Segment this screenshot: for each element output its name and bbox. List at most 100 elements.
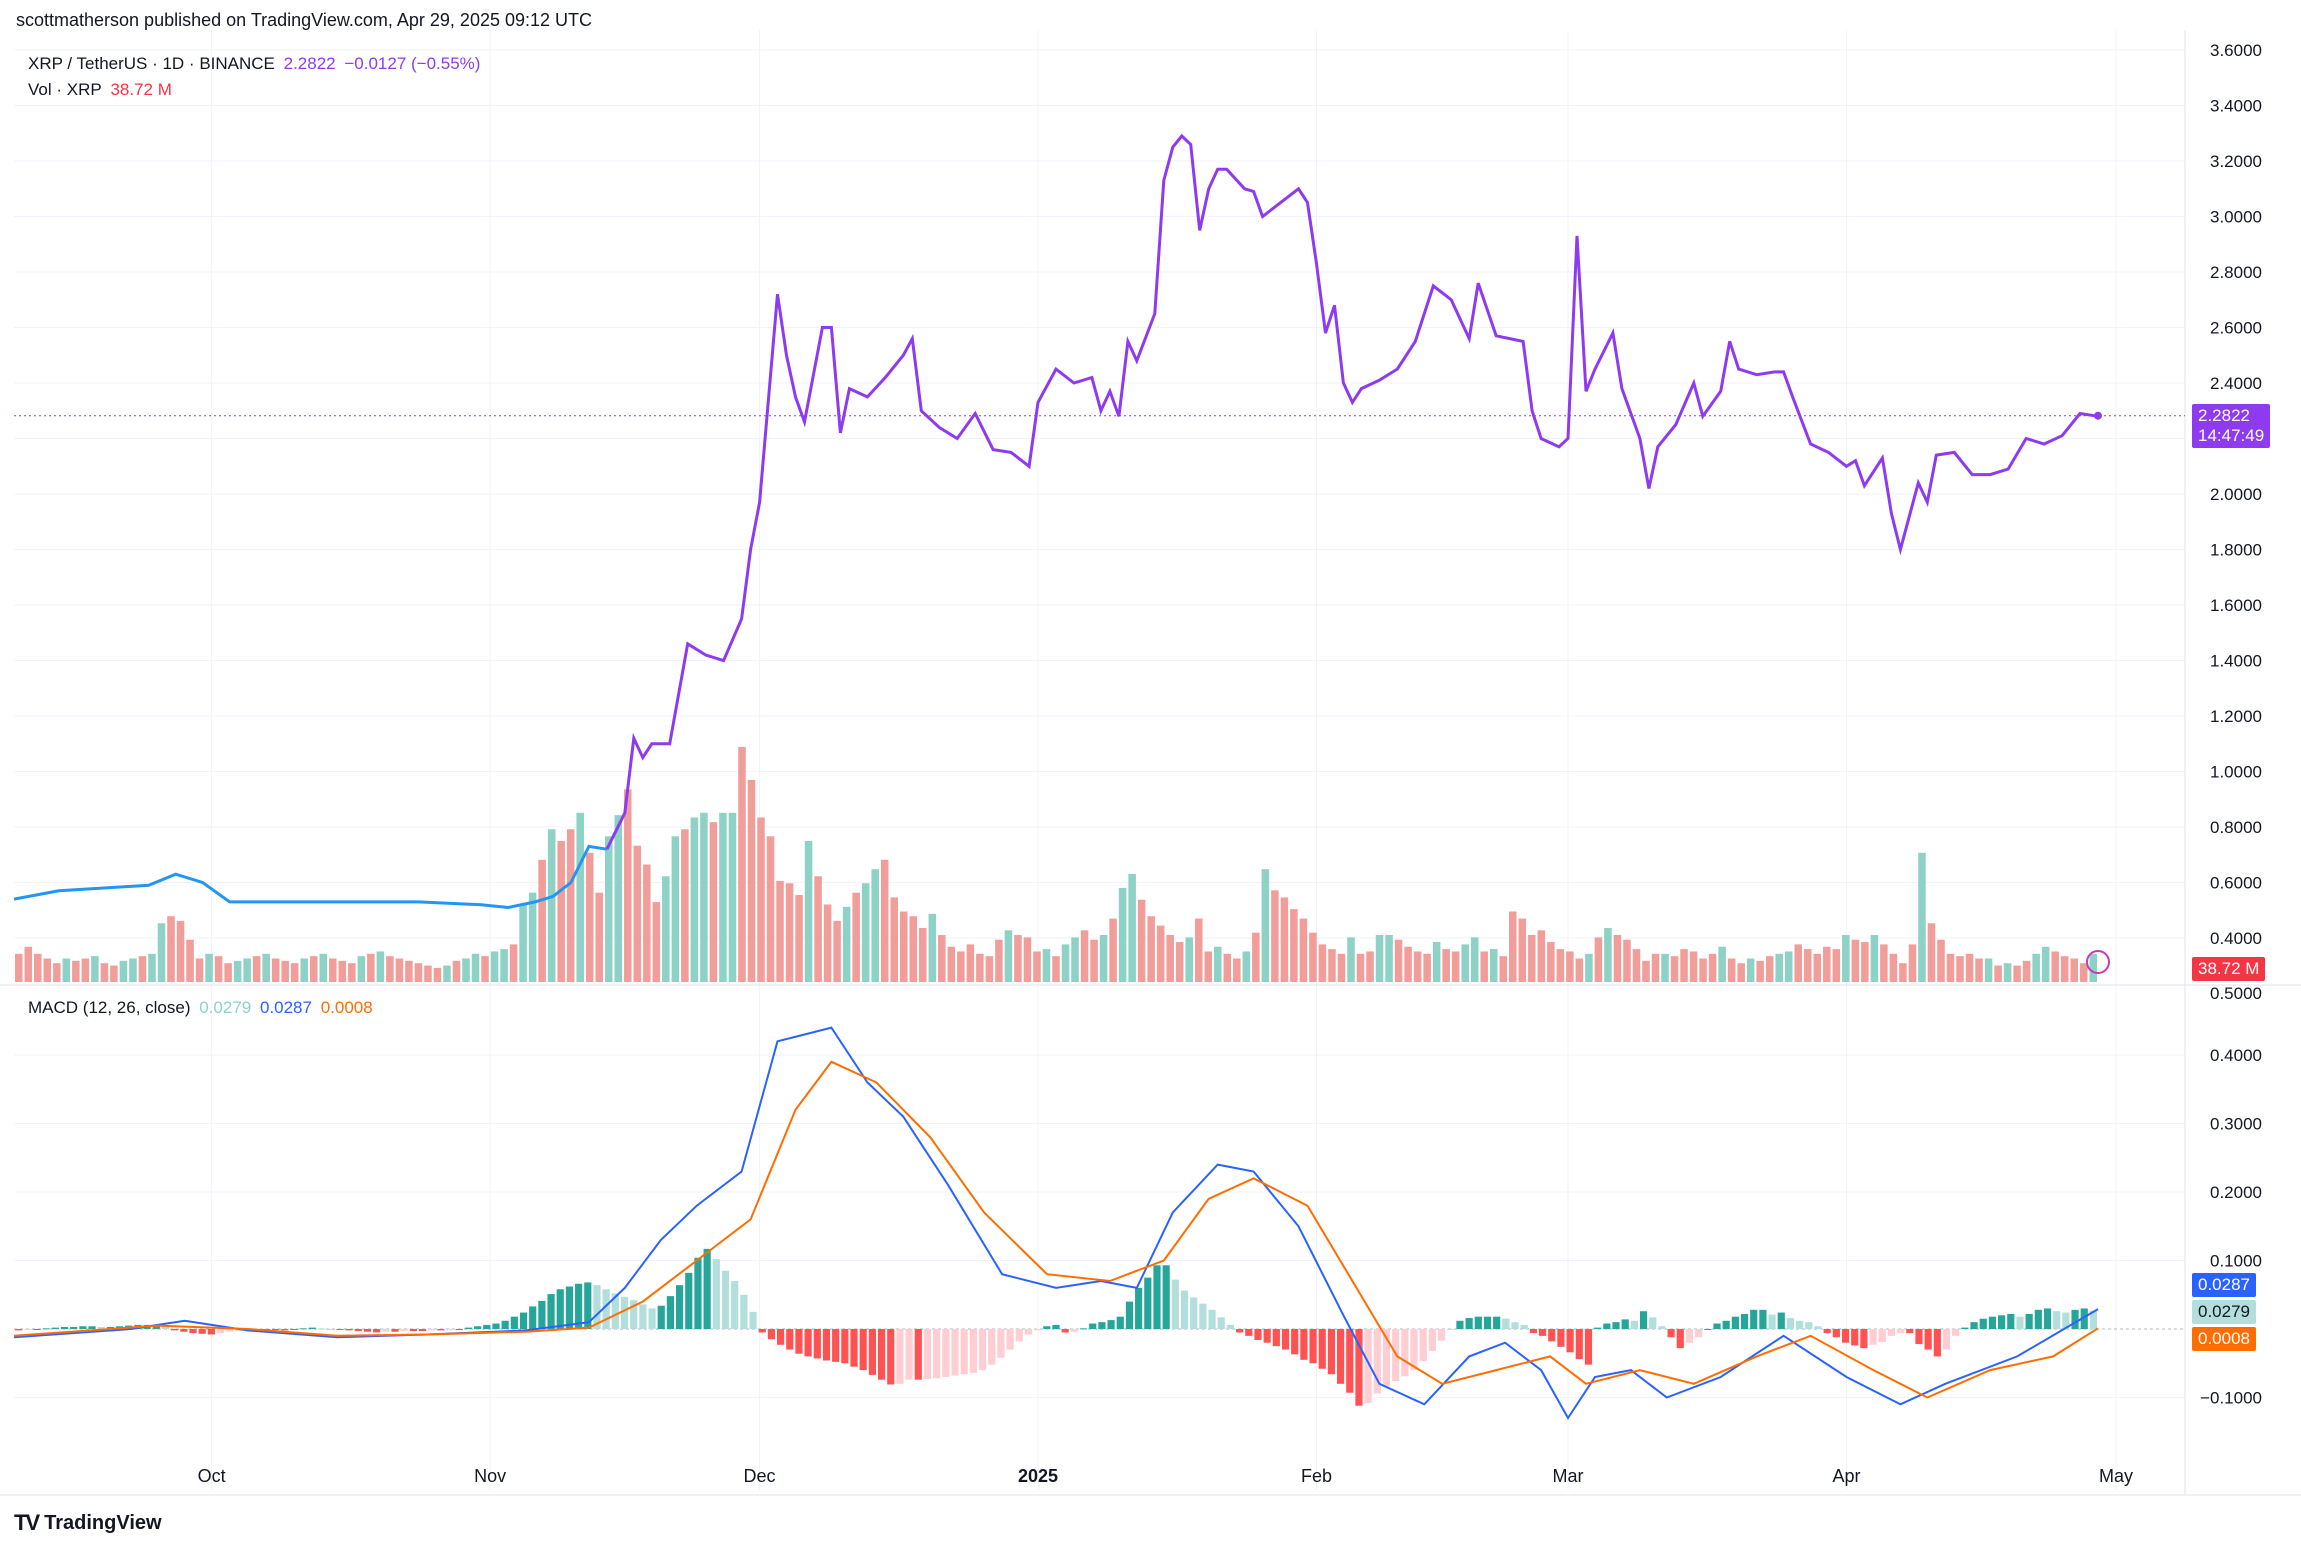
macd-histogram-bar [1933,1329,1941,1357]
macd-histogram-bar [437,1329,445,1331]
macd-histogram-bar [1878,1329,1886,1343]
volume-bar [1337,953,1346,982]
macd-histogram-bar [474,1326,482,1329]
price-axis-label: 3.2000 [2210,152,2262,171]
volume-bar [309,956,318,982]
macd-axis-label: −0.1000 [2200,1389,2262,1408]
volume-bar [2079,963,2088,982]
volume-bar [395,958,404,982]
macd-histogram-bar [1814,1326,1822,1329]
volume-bar [1566,951,1574,982]
macd-histogram-bar [336,1329,344,1330]
volume-bar [1147,916,1155,982]
macd-histogram-bar [1373,1329,1381,1394]
macd-histogram-bar [2071,1309,2079,1329]
macd-histogram-bar [1281,1329,1290,1350]
macd-histogram-bar [685,1272,693,1329]
macd-histogram-bar [1557,1329,1565,1347]
macd-histogram-bar [575,1283,583,1329]
volume-bar [2032,953,2040,982]
volume-bar [2070,958,2078,982]
macd-histogram-bar [1621,1319,1629,1329]
macd-histogram-bar [391,1329,399,1332]
tradingview-logo-icon: TV [14,1510,40,1535]
volume-bar [1518,918,1527,982]
macd-histogram-bar [969,1329,977,1373]
volume-bar [700,812,708,982]
volume-bar [1385,935,1393,982]
volume-bar [1537,930,1546,982]
macd-panel [13,1026,2099,1420]
price-line-late [605,133,2099,850]
tradingview-brand[interactable]: TV TradingView [14,1510,162,1536]
volume-bar [1908,944,1917,982]
volume-bar [1271,890,1279,982]
price-line [13,133,2185,910]
macd-legend: MACD (12, 26, close) 0.0279 0.0287 0.000… [28,998,377,1018]
volume-bar [814,876,822,982]
macd-histogram-bar [822,1329,831,1361]
macd-histogram-bar [373,1329,381,1333]
macd-histogram-bar [1786,1318,1795,1329]
volume-bar [452,960,461,982]
volume-bar [1052,956,1060,982]
volume-bar [1347,937,1355,982]
macd-histogram-bar [896,1329,904,1384]
volume-bar [43,958,52,982]
macd-histogram-bar [1428,1329,1436,1351]
volume-bar [1375,935,1384,982]
volume-bar [233,960,242,982]
volume-bar [604,836,613,982]
volume-bar [405,960,413,982]
volume-bar [1651,953,1660,982]
volume-bar [1423,953,1431,982]
macd-histogram-bar [1658,1326,1666,1329]
volume-bar [1623,939,1631,982]
volume-bar [62,958,71,982]
volume-bar [528,892,537,982]
volume-bar [224,963,232,982]
macd-histogram-bar [1603,1323,1611,1329]
symbol-name: XRP / TetherUS · 1D · BINANCE [28,54,275,73]
volume-bar [1290,909,1298,982]
last-price-dot [2094,411,2102,420]
volume-bar [614,815,623,982]
volume-bar [1765,956,1774,982]
volume-bar [1585,953,1593,982]
macd-histogram-bar [740,1294,748,1329]
volume-bar [15,953,23,982]
volume-bar [100,963,109,982]
volume-bar [1984,958,1993,982]
macd-histogram-bar [2016,1316,2024,1329]
macd-histogram-bar [1171,1279,1179,1329]
macd-histogram-bar [978,1329,987,1371]
volume-bar [1214,946,1222,982]
macd-histogram-bar [786,1329,794,1350]
volume-bar [2051,951,2059,982]
macd-histogram-bar [1309,1329,1317,1364]
price-axis-label: 0.6000 [2210,874,2262,893]
macd-histogram-bar [1098,1322,1106,1329]
macd-histogram-bar [70,1326,78,1329]
publish-header: scottmatherson published on TradingView.… [16,10,593,30]
volume-bar [2060,956,2069,982]
macd-histogram-bar [712,1259,720,1329]
time-axis-label: Feb [1301,1466,1332,1486]
volume-bar [1366,951,1374,982]
macd-histogram-bar [1043,1326,1051,1329]
volume-bar [481,956,489,982]
volume-bar [709,822,718,982]
macd-histogram-bar [2025,1313,2033,1329]
volume-bar [110,965,118,982]
volume-bar [1509,911,1517,982]
brand-name: TradingView [44,1511,162,1534]
macd-histogram-bar [887,1329,895,1385]
volume-bar [1204,951,1213,982]
volume-bar [53,963,61,982]
macd-histogram-bar [2062,1312,2070,1329]
volume-bar [290,963,299,982]
volume-label: Vol · XRP [28,80,102,99]
volume-bar [34,953,42,982]
macd-histogram-bar [400,1329,408,1332]
